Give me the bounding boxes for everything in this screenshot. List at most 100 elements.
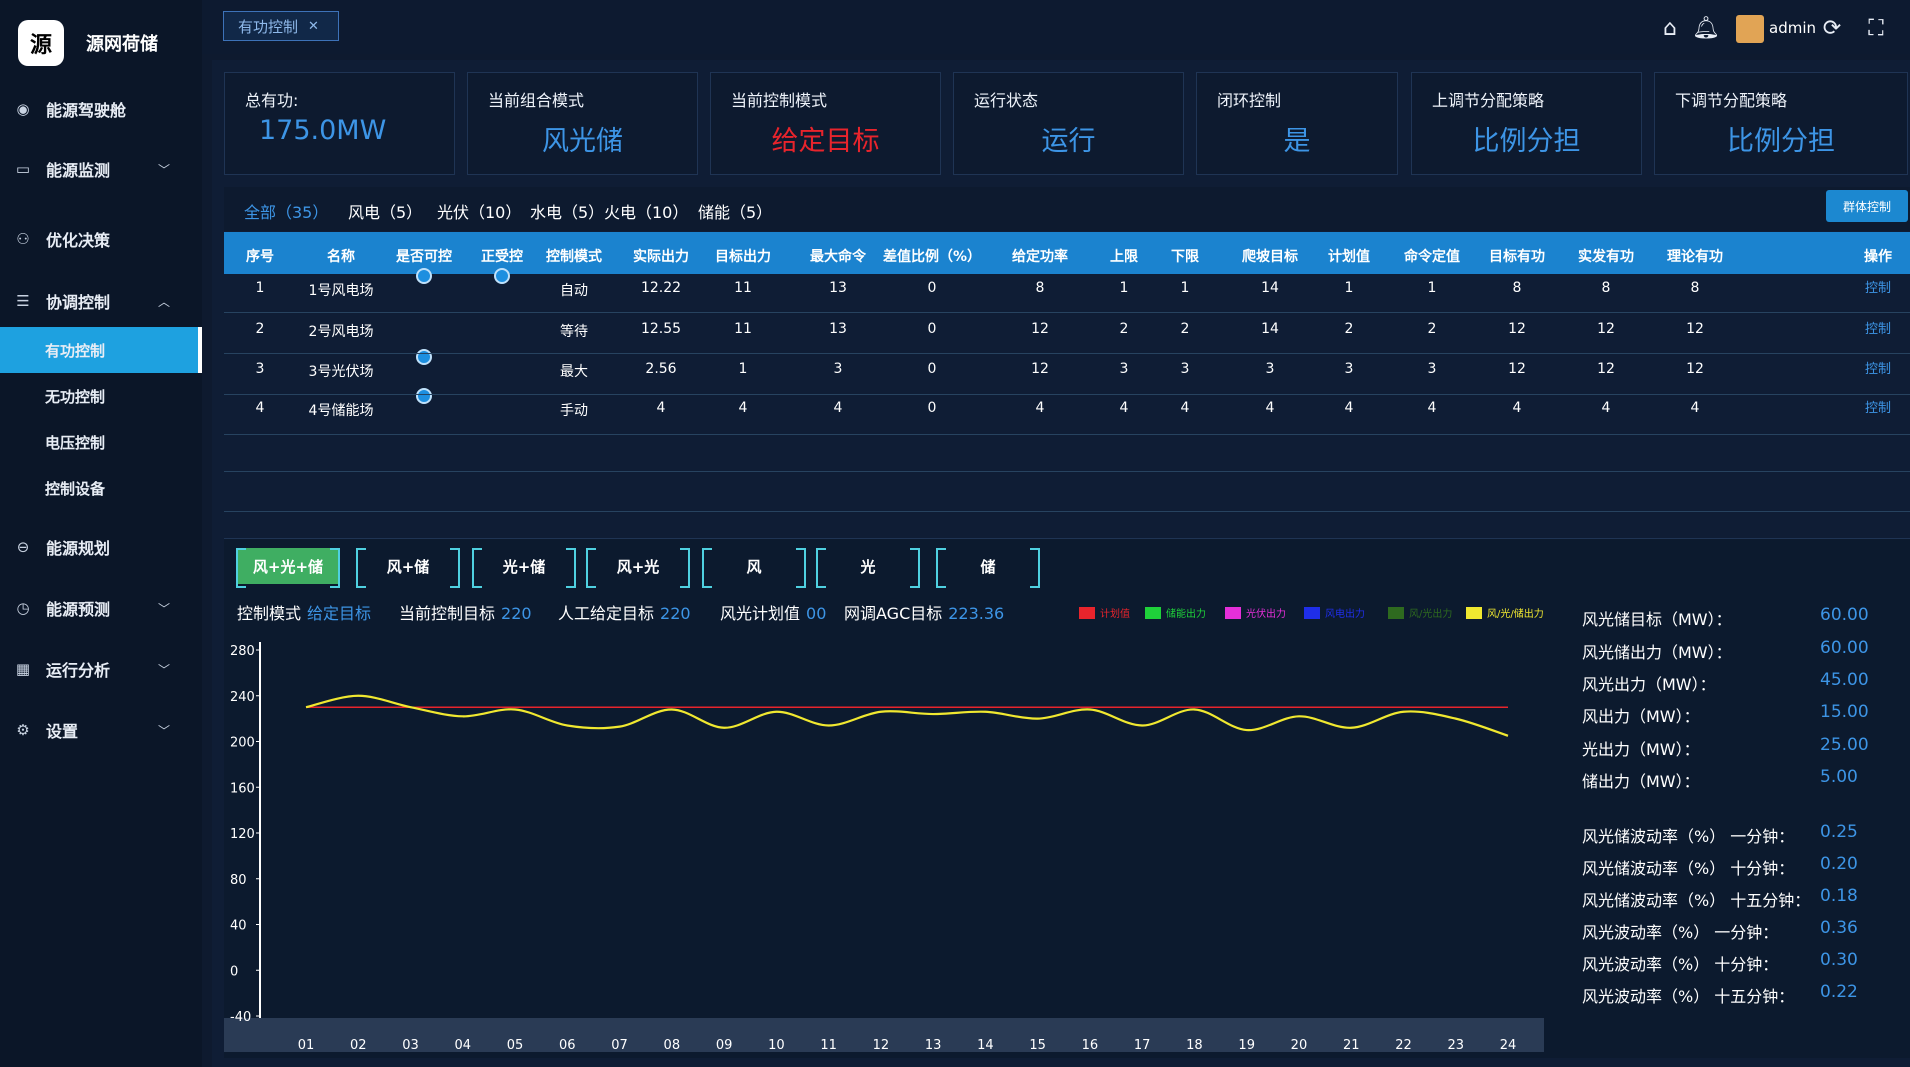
- metric-label: 光出力（MW）：: [1582, 740, 1700, 759]
- stat-combo-mode: 当前组合模式 风光储: [467, 72, 698, 175]
- legend-item[interactable]: 计划值: [1079, 605, 1130, 620]
- group-control-button[interactable]: 群体控制: [1826, 190, 1908, 222]
- metric-value: 60.00: [1820, 638, 1869, 658]
- table-cell-plan: 1: [1344, 280, 1354, 296]
- filter-solar[interactable]: 光伏（10）: [437, 203, 522, 222]
- sidebar-item-settings[interactable]: ⚙ 设置 ﹀: [0, 707, 202, 753]
- sidebar-item-forecast[interactable]: ◷ 能源预测 ﹀: [0, 585, 202, 631]
- y-tick-label: 200: [230, 736, 255, 751]
- legend-swatch: [1388, 606, 1404, 619]
- home-icon[interactable]: ⌂: [1663, 16, 1677, 41]
- x-tick-label: 09: [716, 1038, 733, 1053]
- metric-label: 风光波动率（%） 一分钟：: [1582, 923, 1779, 942]
- info-value: 给定目标: [307, 604, 372, 623]
- mode-tab-wind[interactable]: 风: [702, 548, 806, 588]
- x-tick-label: 14: [977, 1038, 994, 1053]
- metric-value: 45.00: [1820, 670, 1869, 690]
- table-header: [224, 232, 1910, 274]
- table-cell-theo_p: 8: [1690, 280, 1700, 296]
- table-cell-ramp: 14: [1261, 321, 1279, 337]
- legend-item[interactable]: 风电出力: [1304, 605, 1365, 620]
- column-header: 给定功率: [1012, 249, 1068, 265]
- column-header: 爬坡目标: [1242, 249, 1298, 265]
- stat-label: 当前组合模式: [488, 91, 585, 110]
- forecast-icon: ◷: [16, 599, 30, 617]
- controlled-indicator: [494, 268, 510, 284]
- metric-value: 25.00: [1820, 735, 1869, 755]
- bell-icon[interactable]: 🔔︎: [1692, 16, 1720, 41]
- legend-swatch: [1466, 606, 1482, 619]
- mode-tab-wind-storage[interactable]: 风+储: [356, 548, 460, 588]
- legend-item[interactable]: 风/光出力: [1388, 605, 1452, 620]
- sidebar-item-label: 设置: [46, 722, 79, 741]
- column-header: 目标有功: [1489, 249, 1545, 265]
- filter-hydro[interactable]: 水电（5）: [530, 203, 605, 222]
- mode-tab-storage[interactable]: 储: [936, 548, 1040, 588]
- mode-tab-wind-solar-storage[interactable]: 风+光+储: [236, 548, 340, 588]
- row-divider: [224, 353, 1910, 354]
- sidebar-subitem-reactive-power[interactable]: 无功控制: [45, 387, 106, 406]
- avatar[interactable]: [1736, 15, 1764, 43]
- filter-all[interactable]: 全部（35）: [244, 203, 329, 222]
- table-cell-no: 2: [255, 321, 265, 337]
- username[interactable]: admin: [1769, 19, 1816, 37]
- sidebar-item-planning[interactable]: ⊖ 能源规划: [0, 524, 202, 570]
- sidebar-item-analysis[interactable]: ▦ 运行分析 ﹀: [0, 646, 202, 692]
- x-tick-label: 19: [1238, 1038, 1255, 1053]
- stat-value: 比例分担: [1727, 126, 1835, 157]
- metric-label: 风出力（MW）：: [1582, 707, 1700, 726]
- legend-item[interactable]: 风/光/储出力: [1466, 605, 1544, 620]
- legend-item[interactable]: 光伏出力: [1225, 605, 1286, 620]
- table-cell-lower: 3: [1180, 361, 1190, 377]
- mode-tab-solar-storage[interactable]: 光+储: [472, 548, 576, 588]
- column-header: 名称: [327, 249, 355, 265]
- close-icon[interactable]: ✕: [308, 18, 319, 34]
- y-tick-label: -40: [230, 1010, 251, 1025]
- sidebar-item-coordination[interactable]: ☰ 协调控制 ︿: [0, 278, 202, 324]
- table-cell-given: 4: [1035, 400, 1045, 416]
- metric-label: 风光储波动率（%） 一分钟：: [1582, 827, 1795, 846]
- mode-tab-wind-solar[interactable]: 风+光: [586, 548, 690, 588]
- info-value: 00: [806, 604, 827, 623]
- app-logo: 源: [18, 20, 64, 66]
- x-tick-label: 21: [1343, 1038, 1360, 1053]
- column-header: 最大命令: [810, 249, 866, 265]
- table-cell-theo_p: 12: [1686, 321, 1704, 337]
- table-cell-cmd: 4: [1427, 400, 1437, 416]
- legend-label: 风/光/储出力: [1487, 609, 1544, 620]
- column-header: 正受控: [481, 249, 523, 265]
- legend-item[interactable]: 储能出力: [1145, 605, 1206, 620]
- info-value: 223.36: [948, 604, 1005, 623]
- table-cell-actual: 12.22: [640, 280, 682, 296]
- metric-label: 风光储目标（MW）：: [1582, 610, 1732, 629]
- filter-storage[interactable]: 储能（5）: [698, 203, 773, 222]
- control-link[interactable]: 控制: [1864, 281, 1892, 296]
- x-tick-label: 23: [1447, 1038, 1464, 1053]
- table-cell-cmd: 2: [1427, 321, 1437, 337]
- refresh-icon[interactable]: ⟳: [1822, 16, 1842, 41]
- tab-active-power[interactable]: 有功控制 ✕: [223, 11, 339, 41]
- info-manual-target: 人工给定目标 220: [558, 600, 691, 624]
- sidebar-item-decision[interactable]: ⚇ 优化决策: [0, 216, 202, 262]
- sidebar-item-cockpit[interactable]: ◉ 能源驾驶舱: [0, 86, 202, 132]
- sidebar-subitem-active-power[interactable]: 有功控制: [0, 327, 198, 373]
- metric-value: 60.00: [1820, 605, 1869, 625]
- control-link[interactable]: 控制: [1864, 401, 1892, 416]
- column-header: 是否可控: [396, 249, 452, 265]
- y-tick-label: 40: [230, 919, 247, 934]
- control-link[interactable]: 控制: [1864, 362, 1892, 377]
- table-cell-cmd: 1: [1427, 280, 1437, 296]
- filter-thermal[interactable]: 火电（10）: [604, 203, 689, 222]
- table-cell-diff: 0: [927, 280, 937, 296]
- fullscreen-icon[interactable]: ⛶: [1868, 16, 1884, 41]
- x-tick-label: 04: [455, 1038, 472, 1053]
- sidebar-subitem-voltage[interactable]: 电压控制: [45, 433, 106, 452]
- control-link[interactable]: 控制: [1864, 322, 1892, 337]
- mode-tab-solar[interactable]: 光: [816, 548, 920, 588]
- table-cell-upper: 2: [1119, 321, 1129, 337]
- filter-wind[interactable]: 风电（5）: [348, 203, 423, 222]
- sidebar-subitem-devices[interactable]: 控制设备: [45, 479, 106, 498]
- info-label: 控制模式: [237, 604, 302, 623]
- sidebar-item-monitor[interactable]: ▭ 能源监测 ﹀: [0, 146, 202, 192]
- stat-control-mode: 当前控制模式 给定目标: [710, 72, 941, 175]
